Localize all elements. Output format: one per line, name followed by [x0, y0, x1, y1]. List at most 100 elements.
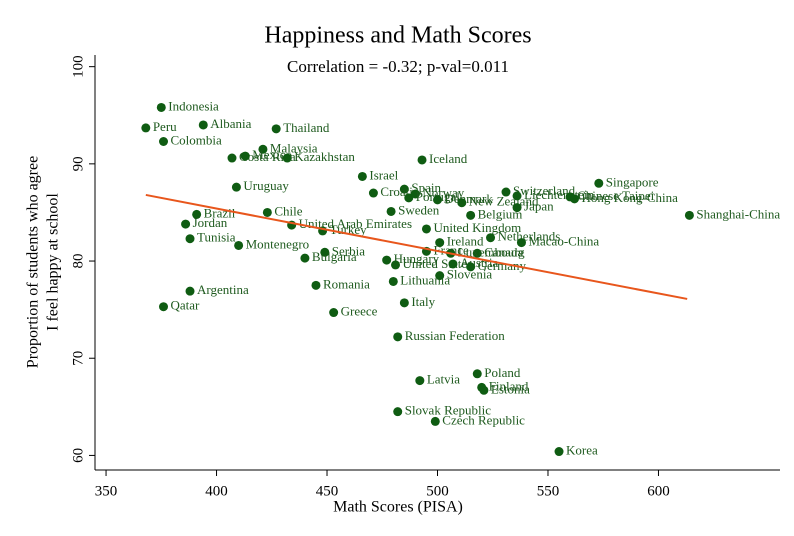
point — [472, 369, 482, 379]
point — [472, 248, 482, 258]
point — [433, 195, 442, 205]
point-label: New Zealand — [469, 194, 539, 209]
fit-line — [145, 193, 688, 300]
point — [271, 124, 281, 134]
point-label: Hong Kong-China — [582, 190, 679, 205]
point — [282, 153, 292, 163]
point — [141, 123, 151, 133]
point — [393, 332, 403, 342]
point-label: Czech Republic — [442, 412, 525, 427]
point-label: Canada — [484, 244, 523, 259]
point — [357, 171, 367, 181]
point-label: Albania — [210, 116, 251, 131]
point — [516, 238, 526, 248]
point-label: Chile — [274, 203, 302, 218]
point-label: Hungary — [394, 251, 440, 266]
point-label: Tunisia — [197, 230, 236, 245]
point — [258, 144, 268, 154]
point-label: Costa Rica — [239, 149, 296, 164]
x-tick-label: 500 — [426, 483, 449, 499]
y-axis-label: I feel happy at school — [45, 193, 62, 331]
y-tick-label: 70 — [70, 351, 86, 366]
point — [594, 178, 604, 188]
point-label: Indonesia — [168, 98, 219, 113]
point — [382, 255, 392, 265]
point-label: Qatar — [171, 298, 201, 313]
point-label: Estonia — [491, 381, 530, 396]
point-label: Japan — [524, 199, 554, 214]
point — [240, 151, 250, 161]
point — [684, 210, 694, 220]
point — [554, 447, 564, 457]
point-label: Shanghai-China — [696, 206, 780, 221]
point-label: Finland — [489, 378, 529, 393]
x-tick-label: 600 — [647, 483, 670, 499]
point — [185, 234, 195, 244]
point-label: Denmark — [445, 191, 494, 206]
y-tick-label: 90 — [70, 156, 86, 171]
y-tick-label: 60 — [70, 448, 86, 463]
y-tick-label: 80 — [70, 254, 86, 269]
x-tick-label: 550 — [537, 483, 560, 499]
point — [466, 210, 476, 220]
point-label: Uruguay — [243, 178, 289, 193]
point — [512, 203, 522, 213]
point — [466, 262, 476, 272]
point-label: Korea — [566, 443, 598, 458]
point — [320, 247, 330, 257]
point-label: Brazil — [204, 205, 236, 220]
chart-subtitle: Correlation = -0.32; p-val=0.011 — [287, 57, 509, 76]
point-label: Argentina — [197, 282, 249, 297]
point-label: Switzerland — [513, 183, 576, 198]
point-label: Netherlands — [498, 229, 561, 244]
point — [391, 260, 401, 270]
y-tick-label: 100 — [70, 55, 86, 78]
point — [159, 136, 168, 146]
point — [156, 102, 166, 112]
point-label: Greece — [341, 304, 378, 319]
x-tick-label: 450 — [316, 483, 339, 499]
x-tick-label: 400 — [205, 483, 228, 499]
point-label: Luxembourg — [458, 244, 525, 259]
point — [329, 308, 339, 318]
point-label: Malaysia — [270, 140, 318, 155]
point-label: Latvia — [427, 372, 460, 387]
point — [393, 407, 403, 417]
point-label: Israel — [369, 167, 398, 182]
point — [399, 184, 409, 194]
point-label: Sweden — [398, 202, 440, 217]
point — [181, 219, 191, 229]
point-label: Jordan — [193, 215, 228, 230]
point-label: Russian Federation — [405, 328, 506, 343]
point-label: Serbia — [332, 243, 365, 258]
point-label: Norway — [422, 185, 464, 200]
point — [501, 187, 511, 197]
point-label: Romania — [323, 276, 370, 291]
point-label: Kazakhstan — [294, 149, 355, 164]
point — [192, 209, 202, 219]
point — [388, 276, 398, 286]
point — [185, 286, 195, 296]
x-axis-label: Math Scores (PISA) — [333, 499, 463, 516]
point — [227, 153, 237, 163]
point — [399, 298, 409, 308]
point — [512, 191, 522, 201]
point — [448, 259, 458, 269]
point — [486, 233, 496, 243]
point-label: Belgium — [478, 206, 523, 221]
point-label: Slovenia — [447, 267, 493, 282]
point — [435, 271, 445, 281]
point — [421, 224, 431, 234]
x-tick-label: 350 — [95, 483, 118, 499]
point-label: Montenegro — [246, 236, 310, 251]
point — [234, 240, 244, 250]
point — [479, 385, 489, 395]
point — [368, 188, 378, 198]
point-label: Ireland — [447, 234, 484, 249]
point — [457, 198, 467, 208]
point-label: Peru — [153, 119, 177, 134]
point — [231, 182, 241, 192]
point-label: Mexico — [252, 147, 292, 162]
point-label: Poland — [484, 365, 521, 380]
